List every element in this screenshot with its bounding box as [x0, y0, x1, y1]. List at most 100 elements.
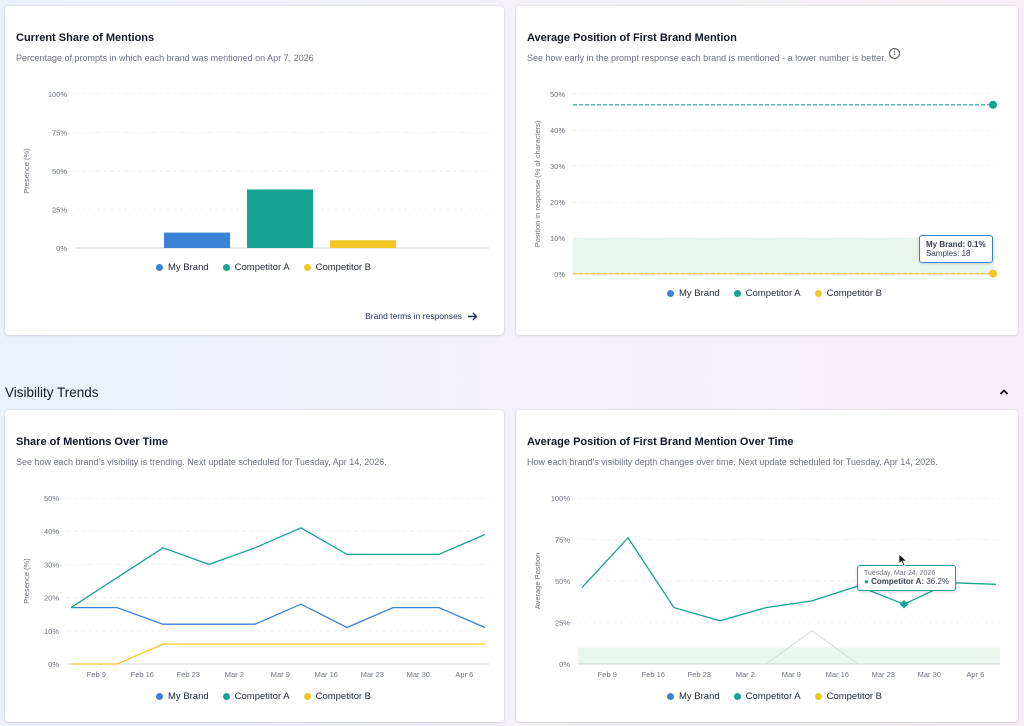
competitor-a-dot [733, 290, 741, 297]
card-subtitle: Percentage of prompts in which each bran… [16, 53, 314, 63]
share-bar-chart: 0% 25% 50% 75% 100% Presence (%) [22, 90, 489, 253]
avg-position-line-chart: 0% 25% 50% 75% 100% Average Position Feb 9 Feb … [533, 494, 1000, 679]
my-brand-dot [667, 290, 674, 297]
legend-item[interactable]: Competitor B [814, 288, 882, 299]
my-brand-dot [156, 264, 163, 271]
x-tick-label: Feb 23 [688, 670, 711, 679]
y-tick-label: 0% [48, 660, 59, 669]
y-tick-label: 100% [48, 90, 68, 99]
x-tick-label: Mar 23 [361, 670, 384, 679]
bar-my-brand [164, 232, 230, 248]
card-title: Share of Mentions Over Time [16, 436, 169, 448]
chart-tooltip: Tuesday, Mar 24, 2026 ● Competitor A: 36… [857, 565, 957, 591]
y-tick-label: 75% [52, 129, 67, 138]
series-line-my-brand [765, 630, 859, 665]
legend-item[interactable]: Competitor A [222, 691, 290, 702]
y-axis-label: Presence (%) [22, 148, 31, 194]
legend-item[interactable]: My Brand [667, 288, 720, 299]
x-tick-label: Apr 6 [966, 670, 984, 679]
legend-item[interactable]: Competitor A [733, 691, 801, 702]
y-axis-label: Position in response (% of characters) [533, 120, 542, 247]
legend-item[interactable]: Competitor A [222, 262, 290, 273]
x-tick-label: Feb 9 [87, 670, 106, 679]
share-line-chart: 0% 10% 20% 30% 40% 50% Presence (%) Feb 9 Feb 16… [22, 494, 489, 679]
competitor-a-dot [222, 264, 230, 271]
target-zone-band [578, 647, 1000, 664]
card-title: Current Share of Mentions [16, 32, 155, 44]
chevron-up-icon[interactable] [997, 385, 1011, 399]
card-title: Average Position of First Brand Mention … [527, 436, 794, 448]
legend-item[interactable]: Competitor B [814, 691, 882, 702]
section-title: Visibility Trends [5, 385, 99, 400]
x-tick-label: Mar 9 [271, 670, 290, 679]
chart-legend: My Brand Competitor A Competitor B [667, 691, 882, 702]
y-tick-label: 50% [550, 90, 565, 99]
chart-legend: My Brand Competitor A Competitor B [156, 691, 371, 702]
x-tick-label: Mar 2 [225, 670, 244, 679]
data-point-competitor-a [989, 100, 997, 109]
x-tick-label: Mar 2 [736, 670, 755, 679]
series-line-competitor-a [581, 536, 997, 622]
chart-legend: My Brand Competitor A Competitor B [667, 288, 882, 299]
y-tick-label: 75% [555, 536, 570, 545]
info-icon[interactable]: i [889, 48, 900, 59]
competitor-b-dot [303, 264, 311, 271]
y-tick-label: 10% [550, 234, 565, 243]
x-tick-label: Mar 16 [315, 670, 338, 679]
arrow-right-icon [468, 312, 478, 320]
my-brand-dot [156, 693, 163, 700]
series-line-my-brand [71, 603, 486, 629]
x-tick-label: Mar 23 [872, 670, 895, 679]
my-brand-dot [667, 693, 674, 700]
y-tick-label: 25% [52, 206, 67, 215]
x-tick-label: Mar 9 [782, 670, 801, 679]
x-tick-label: Apr 6 [455, 670, 473, 679]
y-tick-label: 0% [56, 244, 67, 253]
avg-position-card: Average Position of First Brand Mention … [516, 6, 1018, 335]
legend-item[interactable]: Competitor B [303, 691, 371, 702]
competitor-b-dot [814, 290, 822, 297]
legend-item[interactable]: My Brand [156, 262, 209, 273]
card-subtitle: See how each brand's visibility is trend… [16, 457, 387, 467]
competitor-a-dot [222, 693, 230, 700]
legend-item[interactable]: Competitor A [733, 288, 801, 299]
y-tick-label: 50% [52, 167, 67, 176]
y-tick-label: 50% [555, 577, 570, 586]
card-subtitle: How each brand's visibility depth change… [527, 457, 938, 467]
legend-item[interactable]: My Brand [156, 691, 209, 702]
card-title: Average Position of First Brand Mention [527, 32, 737, 44]
mouse-cursor-icon [898, 553, 908, 567]
avg-position-over-time-card: Average Position of First Brand Mention … [516, 410, 1018, 722]
section-header [0, 372, 1024, 408]
share-over-time-card: Share of Mentions Over Time See how each… [5, 410, 504, 722]
brand-terms-link[interactable]: Brand terms in responses [365, 311, 478, 321]
y-axis-label: Average Position [533, 553, 542, 610]
y-tick-label: 50% [44, 494, 59, 503]
y-tick-label: 0% [559, 660, 570, 669]
y-axis-label: Presence (%) [22, 558, 31, 604]
x-tick-label: Feb 23 [177, 670, 200, 679]
x-tick-label: Feb 9 [598, 670, 617, 679]
y-tick-label: 40% [550, 126, 565, 135]
y-tick-label: 0% [554, 270, 565, 279]
card-subtitle: See how early in the prompt response eac… [527, 53, 887, 63]
x-tick-label: Mar 30 [918, 670, 941, 679]
y-tick-label: 10% [44, 627, 59, 636]
highlighted-point [899, 599, 909, 609]
bar-competitor-a [247, 189, 313, 248]
share-of-mentions-card: Current Share of Mentions Percentage of … [5, 6, 504, 335]
y-tick-label: 20% [550, 198, 565, 207]
x-tick-label: Mar 30 [407, 670, 430, 679]
y-tick-label: 100% [551, 494, 571, 503]
x-tick-label: Feb 16 [642, 670, 665, 679]
competitor-a-dot [733, 693, 741, 700]
legend-item[interactable]: Competitor B [303, 262, 371, 273]
series-line-competitor-b [71, 643, 485, 665]
legend-item[interactable]: My Brand [667, 691, 720, 702]
y-tick-label: 25% [555, 619, 570, 628]
chart-legend: My Brand Competitor A Competitor B [156, 262, 371, 273]
y-tick-label: 30% [44, 560, 59, 569]
y-tick-label: 30% [550, 162, 565, 171]
data-point-competitor-b [989, 269, 997, 278]
chart-tooltip: My Brand: 0.1% Samples: 18 [919, 235, 993, 263]
